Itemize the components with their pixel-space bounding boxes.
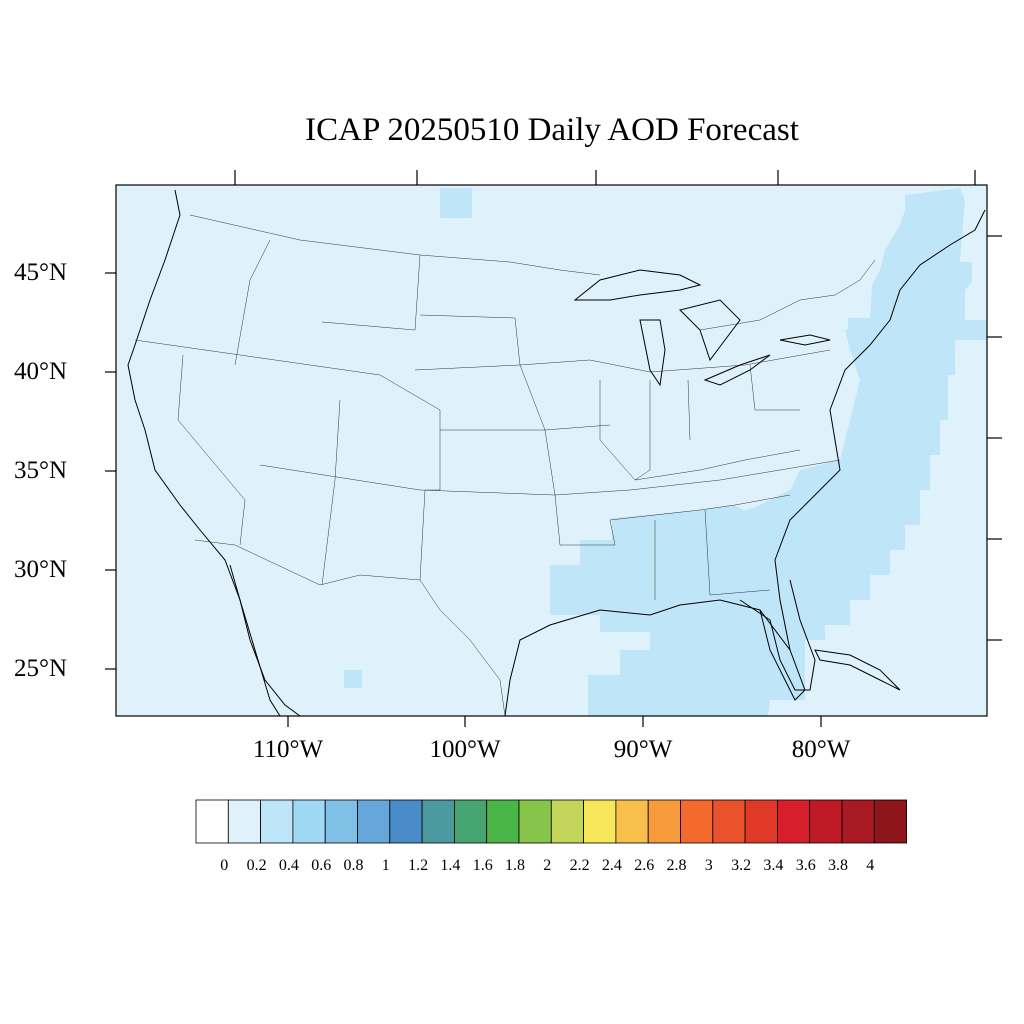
boundaries [134, 214, 876, 717]
colorbar-tick-label: 1.6 [472, 857, 493, 874]
colorbar-tick-label: 2.2 [569, 857, 590, 874]
colorbar-tick-label: 1.8 [505, 857, 525, 874]
lon-tick-label: 80°W [791, 736, 851, 763]
colorbar-cell [260, 799, 294, 844]
colorbar-tick-label: 3.6 [795, 857, 816, 874]
border-west-2 [177, 354, 246, 546]
colorbar-tick-label: 2 [543, 857, 552, 874]
lat-tick-label: 30°N [14, 556, 68, 583]
aod-region-great-lakes-patch [440, 188, 472, 218]
lake-michigan [639, 319, 666, 387]
aod-region-ne-patch [848, 318, 870, 330]
colorbar-cell [615, 799, 649, 844]
colorbar-tick-label: 3.8 [828, 857, 848, 874]
coastline-mexico-gulf [504, 599, 806, 717]
aod-region-gulf [550, 505, 805, 716]
border-west-4 [259, 459, 841, 496]
map-background [116, 185, 987, 716]
coastline-cuba [814, 649, 901, 691]
colorbar-tick-label: 0 [220, 857, 229, 874]
colorbar-cell [744, 799, 778, 844]
colorbar-tick-label: 2.8 [666, 857, 687, 874]
border-west-3 [234, 239, 271, 366]
colorbar-cell [841, 799, 875, 844]
border-mid-3 [419, 410, 441, 581]
colorbar-cell [292, 799, 326, 844]
colorbar-cell [227, 799, 262, 844]
lake-superior [573, 269, 702, 301]
lake-erie [703, 354, 771, 386]
map-frame [115, 184, 988, 717]
colorbar-cell [680, 799, 714, 844]
aod-region-atlantic [720, 188, 987, 700]
colorbar-cell [550, 799, 584, 844]
colorbar-tick-label: 0.6 [311, 857, 332, 874]
coastline-baja [229, 564, 301, 717]
colorbar-cell [777, 799, 811, 844]
colorbar-cell [421, 799, 455, 844]
colorbar-tick-label: 1 [381, 857, 390, 874]
colorbar-tick-label: 0.8 [343, 857, 364, 874]
border-east-6 [634, 449, 801, 481]
colorbar-cell [809, 799, 843, 844]
colorbar-cell [324, 799, 358, 844]
colorbar-tick-label: 4 [866, 857, 875, 874]
lake-huron [679, 299, 741, 362]
colorbar-cell [389, 799, 423, 844]
colorbar-tick-label: 1.4 [440, 857, 461, 874]
coastline-florida [739, 579, 816, 691]
border-east-2 [609, 494, 791, 521]
border-canada-east [699, 259, 876, 331]
lake-ontario [779, 334, 831, 346]
colorbar-tick-label: 3.2 [731, 857, 752, 874]
lon-tick-label: 90°W [613, 736, 673, 763]
colorbar-tick-label: 2.4 [601, 857, 622, 874]
colorbar-cell [873, 799, 907, 844]
great-lakes [573, 269, 831, 387]
colorbar-tick-label: 1.2 [408, 857, 429, 874]
colorbar-tick-label: 0.4 [278, 857, 299, 874]
lat-tick-label: 35°N [14, 457, 68, 484]
colorbar-cell [357, 799, 391, 844]
aod-regions [344, 188, 987, 716]
colorbar-tick-label: 0.2 [246, 857, 267, 874]
axis-ticks [105, 170, 1002, 727]
lat-tick-label: 25°N [14, 655, 68, 682]
aod-region-mexico-patch [344, 670, 362, 688]
colorbar-tick-label: 3 [704, 857, 713, 874]
border-mid-6 [440, 424, 611, 431]
colorbar-cell [583, 799, 617, 844]
colorbar-cell [712, 799, 746, 844]
coastlines [127, 189, 986, 717]
colorbar-cell [518, 799, 552, 844]
lat-tick-label: 40°N [14, 358, 68, 385]
border-east-1 [554, 494, 616, 546]
colorbar-cell [453, 799, 488, 844]
border-mid-1 [321, 254, 421, 331]
border-mid-2 [321, 399, 341, 586]
colorbar-tick-label: 3.4 [763, 857, 784, 874]
border-us-canada [189, 214, 601, 276]
colorbar-cell [195, 799, 229, 844]
coastline-atlantic [774, 209, 986, 651]
colorbar [195, 799, 907, 844]
colorbar-cell [647, 799, 681, 844]
colorbar-tick-label: 2.6 [634, 857, 655, 874]
coastline-us [127, 189, 281, 717]
lon-tick-label: 110°W [252, 736, 324, 763]
lat-tick-label: 45°N [14, 259, 68, 286]
border-west-1 [134, 339, 441, 411]
colorbar-cell [486, 799, 520, 844]
lon-tick-label: 100°W [429, 736, 501, 763]
border-east-5 [687, 364, 800, 441]
chart-title: ICAP 20250510 Daily AOD Forecast [305, 112, 799, 148]
border-east-3 [654, 509, 771, 600]
